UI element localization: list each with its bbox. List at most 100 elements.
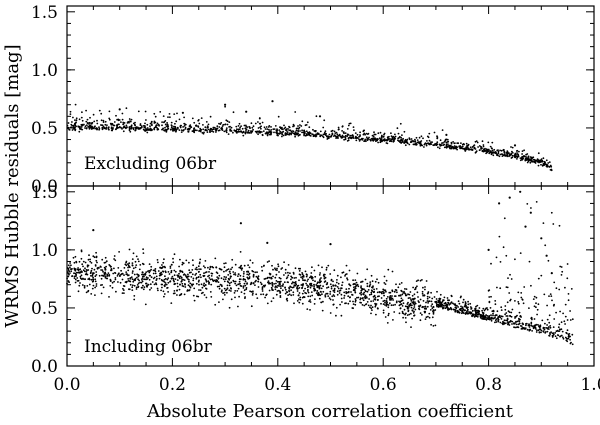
data-point xyxy=(90,126,93,129)
data-point xyxy=(179,283,181,286)
data-point xyxy=(200,117,203,119)
data-point xyxy=(242,131,245,134)
data-point xyxy=(492,309,495,312)
data-point xyxy=(175,128,178,131)
data-point xyxy=(144,122,146,125)
data-point xyxy=(539,325,542,328)
data-point xyxy=(372,285,374,288)
data-point xyxy=(276,267,278,270)
data-point xyxy=(392,304,395,306)
data-point xyxy=(281,126,283,129)
data-point xyxy=(481,150,484,153)
data-point xyxy=(154,126,157,128)
data-point xyxy=(458,302,461,305)
data-point xyxy=(452,146,455,149)
data-point xyxy=(211,265,214,268)
data-point xyxy=(74,103,77,106)
data-point xyxy=(129,130,132,133)
data-point xyxy=(448,303,451,306)
data-point xyxy=(402,302,405,305)
data-point xyxy=(90,274,92,277)
data-point xyxy=(223,287,226,290)
data-point xyxy=(298,292,301,294)
data-point xyxy=(176,282,179,285)
data-point xyxy=(378,137,381,140)
data-point xyxy=(75,125,77,128)
data-point xyxy=(88,121,91,124)
data-point xyxy=(297,125,299,127)
data-point xyxy=(87,290,89,293)
data-point xyxy=(125,264,128,267)
data-point xyxy=(464,309,467,312)
data-point xyxy=(537,303,540,306)
data-point xyxy=(244,278,247,281)
data-point xyxy=(487,289,490,292)
data-point xyxy=(490,151,493,154)
data-point xyxy=(243,289,246,292)
data-point xyxy=(176,294,178,296)
data-point xyxy=(94,278,97,281)
data-point xyxy=(414,302,417,305)
data-point xyxy=(191,273,194,276)
data-point xyxy=(416,141,419,144)
data-point xyxy=(510,146,512,148)
data-point xyxy=(429,309,432,311)
data-point xyxy=(410,306,413,309)
data-point xyxy=(178,118,181,121)
data-point xyxy=(260,266,263,268)
data-point xyxy=(559,310,561,313)
data-point xyxy=(279,296,282,298)
data-point xyxy=(483,316,486,319)
data-point xyxy=(157,289,159,292)
data-point xyxy=(291,132,294,134)
data-point xyxy=(337,287,340,290)
data-point xyxy=(146,123,149,126)
data-point xyxy=(419,319,422,322)
data-point xyxy=(197,280,200,283)
data-point xyxy=(121,278,124,281)
data-point xyxy=(239,251,242,253)
data-point xyxy=(223,294,226,296)
data-point xyxy=(164,123,167,126)
data-point xyxy=(255,275,258,278)
data-point xyxy=(447,301,449,304)
data-point xyxy=(371,280,374,283)
data-point xyxy=(317,264,320,267)
data-point xyxy=(422,286,424,289)
data-point xyxy=(202,265,205,267)
data-point xyxy=(322,285,324,288)
data-point xyxy=(424,318,427,320)
data-point xyxy=(507,152,509,155)
data-point xyxy=(499,261,502,263)
data-point xyxy=(114,277,117,279)
data-point xyxy=(229,128,232,131)
data-point xyxy=(176,289,178,292)
data-point xyxy=(254,284,256,286)
data-point xyxy=(542,326,545,329)
data-point xyxy=(175,120,178,123)
data-point xyxy=(348,136,351,139)
data-point xyxy=(229,129,232,132)
data-point xyxy=(233,129,236,132)
data-point xyxy=(531,330,533,332)
data-point xyxy=(411,304,413,307)
data-point xyxy=(226,268,229,271)
data-point xyxy=(76,277,79,279)
data-point xyxy=(516,152,518,154)
data-point xyxy=(371,286,374,289)
data-point xyxy=(353,283,355,285)
data-point xyxy=(163,285,166,288)
data-point xyxy=(197,119,200,122)
data-point xyxy=(474,151,477,154)
data-point xyxy=(398,300,400,303)
data-point xyxy=(534,160,537,162)
data-point xyxy=(511,154,514,157)
data-point xyxy=(425,301,427,304)
data-point xyxy=(183,122,186,125)
data-point xyxy=(519,252,522,255)
data-point xyxy=(544,332,547,334)
data-point xyxy=(264,132,267,135)
data-point xyxy=(548,321,551,324)
data-point xyxy=(306,284,308,287)
data-point xyxy=(563,320,566,323)
